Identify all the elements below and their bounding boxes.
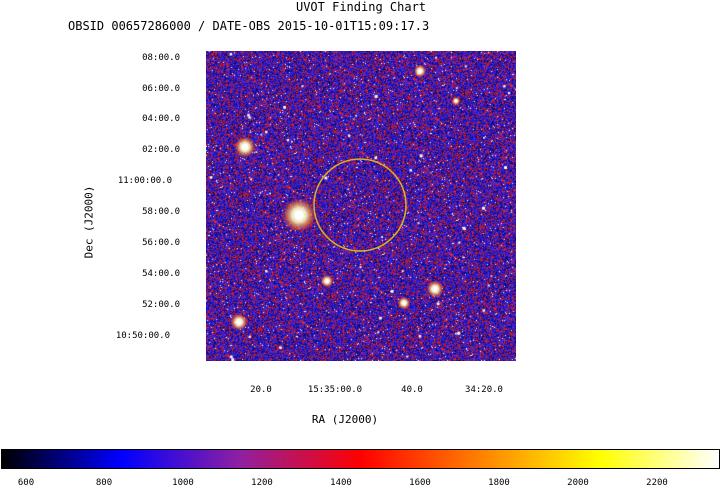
y-tick-label: 56:00.0 [142, 238, 180, 248]
colorbar-tick-label: 800 [95, 478, 113, 488]
y-tick-label: 54:00.0 [142, 269, 180, 279]
source-circle [313, 158, 407, 252]
y-tick-label: 04:00.0 [142, 114, 180, 124]
colorbar-tick-label: 1600 [409, 478, 431, 488]
y-tick-label: 11:00:00.0 [117, 176, 172, 186]
chart-title: UVOT Finding Chart [295, 0, 427, 14]
colorbar [1, 449, 720, 469]
x-axis-label: RA (J2000) [311, 413, 379, 426]
y-axis-label: Dec (J2000) [82, 185, 96, 259]
colorbar-gradient [2, 450, 719, 468]
x-tick-label: 34:20.0 [465, 385, 503, 395]
y-tick-label: 52:00.0 [142, 300, 180, 310]
y-tick-label: 10:50:00.0 [115, 331, 170, 341]
chart-subtitle: OBSID 00657286000 / DATE-OBS 2015-10-01T… [68, 19, 430, 33]
x-tick-label: 20.0 [250, 385, 272, 395]
colorbar-tick-label: 1000 [172, 478, 194, 488]
source-marker-overlay [313, 158, 407, 252]
colorbar-tick-label: 1400 [330, 478, 352, 488]
colorbar-tick-label: 2200 [646, 478, 668, 488]
colorbar-tick-label: 1800 [488, 478, 510, 488]
y-tick-label: 06:00.0 [142, 84, 180, 94]
colorbar-tick-label: 2000 [567, 478, 589, 488]
x-tick-label: 40.0 [401, 385, 423, 395]
x-tick-label: 15:35:00.0 [307, 385, 363, 395]
sky-image-canvas [206, 51, 516, 361]
y-tick-label: 02:00.0 [142, 145, 180, 155]
y-tick-label: 08:00.0 [142, 53, 180, 63]
y-tick-label: 58:00.0 [142, 207, 180, 217]
sky-image [206, 51, 516, 361]
colorbar-tick-label: 600 [17, 478, 35, 488]
colorbar-tick-label: 1200 [251, 478, 273, 488]
